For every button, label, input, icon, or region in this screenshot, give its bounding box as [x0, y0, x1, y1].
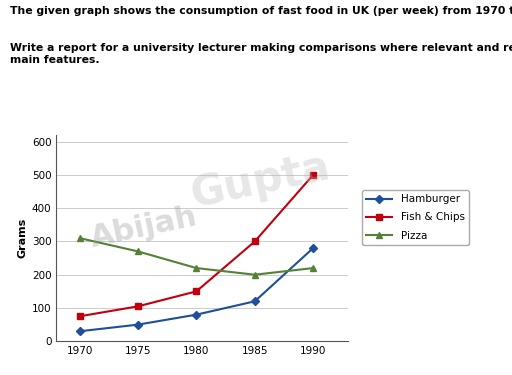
Text: Gupta: Gupta — [187, 145, 334, 216]
Y-axis label: Grams: Grams — [18, 218, 28, 258]
Text: Abijah: Abijah — [88, 202, 200, 253]
Text: Write a report for a university lecturer making comparisons where relevant and r: Write a report for a university lecturer… — [10, 43, 512, 65]
Text: The given graph shows the consumption of fast food in UK (per week) from 1970 to: The given graph shows the consumption of… — [10, 6, 512, 16]
Legend: Hamburger, Fish & Chips, Pizza: Hamburger, Fish & Chips, Pizza — [362, 190, 469, 245]
